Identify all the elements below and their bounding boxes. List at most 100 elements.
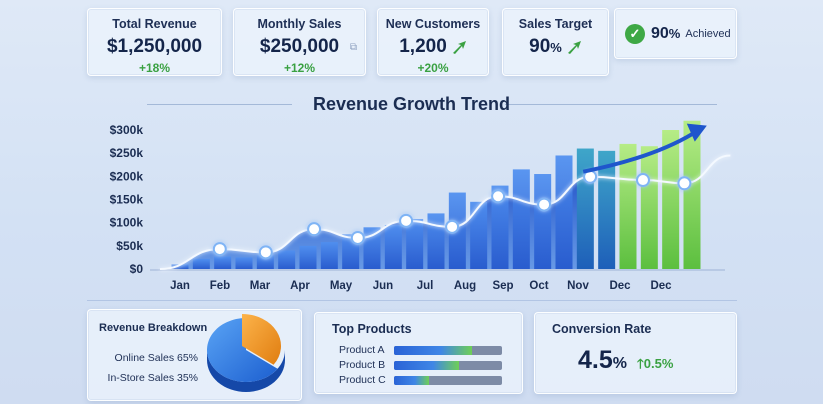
kpi-achieved: ✓ 90% Achieved (614, 8, 737, 59)
achieved-unit: % (668, 25, 681, 41)
conversion-value-row: 4.5% 🡑0.5% (578, 346, 673, 377)
achieved-label: Achieved (685, 27, 731, 40)
line-point (350, 230, 365, 245)
x-tick-label: Jan (170, 280, 190, 292)
x-tick-label: Jul (417, 280, 434, 292)
bar (192, 258, 210, 269)
bar (299, 245, 317, 269)
bar (363, 227, 381, 269)
bar (534, 174, 552, 269)
product-row: Product C (339, 374, 502, 386)
bar (171, 264, 189, 269)
product-bar-fill (394, 345, 472, 355)
line-point (677, 176, 692, 191)
up-arrow-icon (452, 40, 466, 54)
bar (320, 242, 338, 269)
kpi-delta: +12% (283, 61, 316, 75)
revenue-growth-chart: $0 $50k $100k $150k $200k $250k $300k Jan Feb Ma… (110, 120, 731, 292)
conversion-delta: 🡑0.5% (637, 355, 673, 377)
bar (235, 257, 253, 269)
kpi-value-row: 1,200 (378, 36, 488, 58)
x-tick-label: Feb (210, 280, 230, 292)
line-point (399, 213, 414, 228)
trend-arrow-icon (582, 131, 694, 174)
product-row: Product B (339, 359, 502, 371)
bar (427, 213, 445, 269)
line-point (258, 245, 273, 260)
pie-slice-instore (242, 314, 281, 365)
x-tick-label: Aug (454, 280, 476, 292)
breakdown-instore-label: In-Store Sales 35% (107, 372, 198, 384)
x-tick-label: Sep (492, 280, 513, 292)
bar (598, 150, 616, 269)
x-tick-label: Dec (609, 280, 631, 292)
product-row: Product A (339, 344, 502, 356)
kpi-value-row: 90% (503, 36, 608, 58)
kpi-monthly-sales: Monthly Sales $250,000 +12% ⧉ (233, 8, 366, 76)
bar (555, 155, 573, 269)
pie-side (207, 350, 285, 392)
bar (278, 250, 296, 269)
product-bar-fill (394, 360, 459, 370)
kpi-value: 90 (529, 36, 551, 57)
achieved-value: 90 (651, 24, 669, 42)
product-bar-track (394, 375, 502, 385)
kpi-unit: % (550, 40, 562, 55)
product-bar-fill (394, 375, 429, 385)
y-tick-label: $0 (130, 262, 144, 276)
x-tick-label: Oct (529, 280, 548, 292)
trend-arrow-head (686, 123, 707, 142)
line-point (491, 189, 506, 204)
product-label: Product B (339, 359, 386, 371)
kpi-value: $1,250,000 (106, 36, 203, 57)
kpi-sales-target: Sales Target 90% (502, 8, 609, 76)
bar (683, 120, 701, 269)
x-tick-label: Nov (567, 280, 589, 292)
bar (406, 218, 424, 269)
breakdown-title: Revenue Breakdown (99, 322, 208, 334)
product-bar-track (394, 360, 502, 370)
bar (491, 185, 509, 269)
conversion-number: 4.5 (578, 346, 613, 374)
kpi-delta: +18% (138, 61, 171, 75)
y-tick-label: $150k (110, 193, 144, 207)
conversion-title: Conversion Rate (552, 322, 652, 336)
conversion-unit: % (612, 355, 627, 372)
kpi-title: Total Revenue (112, 17, 197, 31)
up-arrow-icon (567, 40, 581, 54)
copy-icon[interactable]: ⧉ (349, 42, 357, 53)
section-divider (87, 300, 737, 301)
line-point (445, 219, 460, 234)
breakdown-online-label: Online Sales 65% (114, 352, 198, 364)
kpi-delta: +20% (417, 61, 449, 75)
kpi-value: 1,200 (399, 36, 447, 57)
bar (512, 169, 530, 269)
kpi-title: New Customers (385, 17, 481, 31)
check-icon: ✓ (625, 23, 645, 44)
y-tick-label: $200k (110, 169, 144, 183)
title-rule-right (505, 104, 717, 105)
pie-slice-online (207, 318, 278, 382)
x-tick-label: Apr (290, 280, 310, 292)
conversion-rate-card: Conversion Rate 4.5% 🡑0.5% (534, 312, 737, 394)
up-arrow-icon: 🡑 (637, 356, 644, 371)
kpi-title: Monthly Sales (257, 17, 342, 31)
bar (214, 256, 232, 269)
top-products-card: Top Products Product A Product B Product… (314, 312, 523, 394)
y-tick-label: $50k (116, 239, 143, 253)
product-label: Product C (339, 374, 386, 386)
line-point (212, 242, 227, 257)
x-tick-label: May (330, 280, 353, 292)
line-point (537, 197, 552, 212)
kpi-title: Sales Target (518, 17, 593, 31)
bar (640, 146, 658, 269)
y-tick-label: $300k (110, 123, 144, 137)
x-tick-label: Mar (250, 280, 271, 292)
x-tick-label: Dec (650, 280, 672, 292)
conversion-value: 4.5% (578, 346, 627, 375)
bar (384, 224, 402, 269)
x-tick-label: Jun (373, 280, 393, 292)
line-point (636, 173, 650, 188)
products-title: Top Products (332, 322, 412, 336)
kpi-value: $250,000 (259, 36, 340, 57)
